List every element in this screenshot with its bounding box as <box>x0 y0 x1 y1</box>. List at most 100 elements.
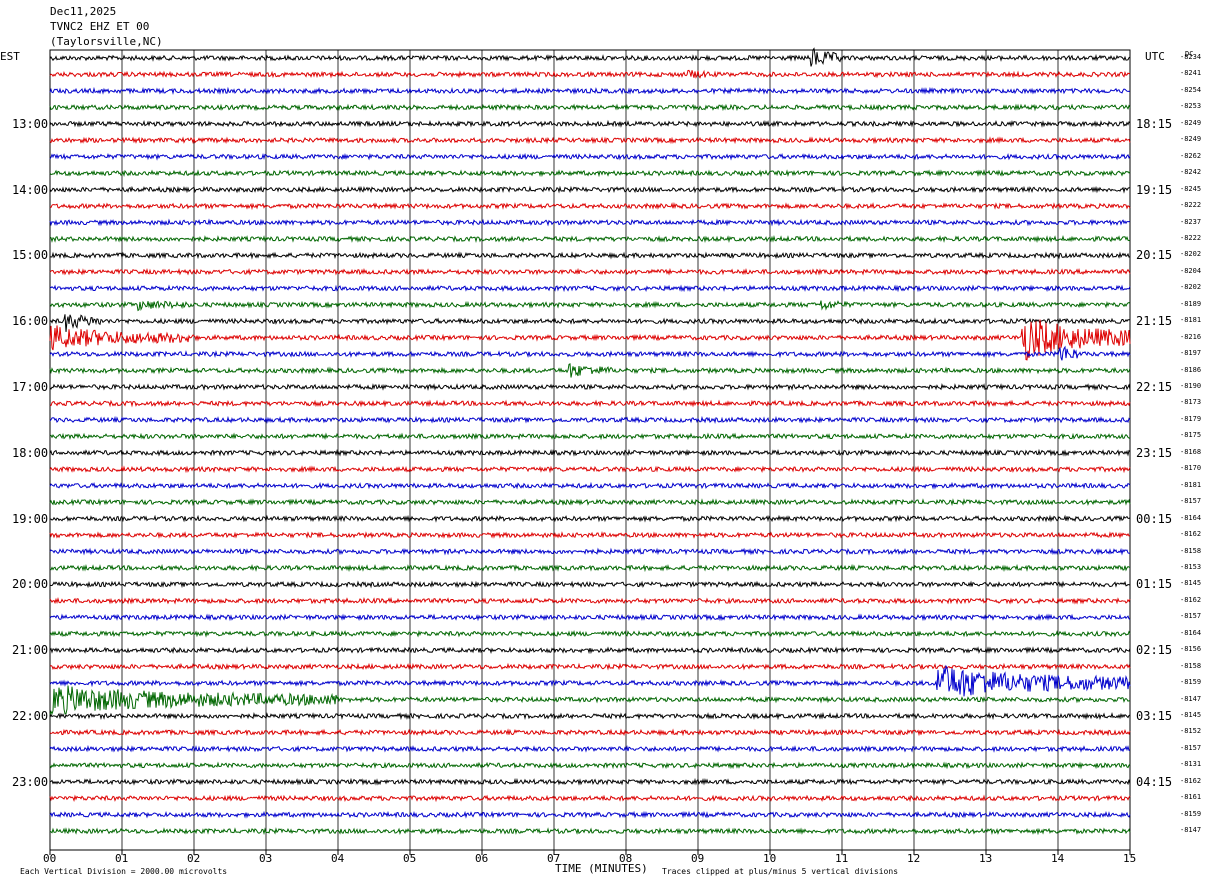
seismic-trace <box>50 251 1131 260</box>
dc-offset-label: -8202 <box>1180 250 1202 259</box>
seismic-trace <box>49 580 1131 589</box>
seismic-trace <box>49 827 1131 836</box>
dc-offset-label: -8253 <box>1180 102 1202 111</box>
right-hour-label: 20:15 <box>1136 248 1173 263</box>
seismic-trace <box>49 363 1131 378</box>
seismic-trace <box>49 777 1131 786</box>
dc-offset-label: -8249 <box>1180 135 1202 144</box>
dc-offset-label: -8241 <box>1180 69 1202 78</box>
seismic-trace <box>49 810 1131 819</box>
dc-offset-label: -8242 <box>1180 168 1202 177</box>
left-hour-label: 15:00 <box>12 248 49 263</box>
dc-offset-label: -8158 <box>1180 546 1202 555</box>
right-hour-label: 22:15 <box>1136 380 1173 394</box>
dc-offset-label: -8204 <box>1180 266 1202 275</box>
seismic-trace <box>49 267 1131 276</box>
x-tick-label: 00 <box>43 852 57 865</box>
seismic-trace <box>49 136 1131 145</box>
clip-note: Traces clipped at plus/minus 5 vertical … <box>662 867 899 876</box>
x-tick-label: 11 <box>835 852 849 865</box>
left-hour-label: 17:00 <box>12 380 49 394</box>
seismic-trace <box>49 119 1131 128</box>
seismic-trace <box>49 596 1131 605</box>
dc-offset-label: -8162 <box>1180 595 1202 604</box>
seismic-trace <box>49 563 1131 573</box>
seismic-trace <box>49 646 1131 655</box>
dc-offset-label: -8162 <box>1180 530 1202 539</box>
x-tick-label: 05 <box>403 852 417 865</box>
seismic-trace <box>49 235 1131 244</box>
seismic-trace <box>49 685 1131 716</box>
right-hour-label: 04:15 <box>1136 774 1173 789</box>
left-hour-label: 23:00 <box>12 774 49 789</box>
dc-offset-label: -8170 <box>1180 464 1202 473</box>
seismic-trace <box>49 761 1131 770</box>
dc-label: DC <box>1185 50 1194 58</box>
left-hour-label: 20:00 <box>12 577 49 592</box>
right-hour-label: 23:15 <box>1136 445 1173 460</box>
seismic-trace <box>49 498 1131 507</box>
seismic-trace <box>49 465 1131 474</box>
dc-offset-label: -8156 <box>1180 645 1202 654</box>
dc-offset-label: -8147 <box>1180 694 1202 703</box>
dc-offset-label: -8159 <box>1180 809 1202 818</box>
seismic-trace <box>49 345 1131 361</box>
dc-offset-label: -8249 <box>1180 118 1202 127</box>
dc-offset-label: -8237 <box>1180 217 1202 226</box>
dc-offset-label: -8234 <box>1180 53 1202 61</box>
station-label: TVNC2 EHZ ET 00 <box>50 20 150 33</box>
dc-offset-label: -8159 <box>1180 678 1202 687</box>
x-tick-label: 10 <box>763 852 777 865</box>
left-hour-label: 16:00 <box>12 314 49 329</box>
left-hour-label: 13:00 <box>12 116 49 131</box>
x-tick-label: 13 <box>979 852 993 865</box>
dc-offset-label: -8162 <box>1180 776 1202 785</box>
seismic-trace <box>49 169 1131 178</box>
dc-offset-label: -8179 <box>1180 414 1202 423</box>
x-tick-label: 01 <box>115 852 129 865</box>
dc-offset-label: -8216 <box>1180 332 1202 341</box>
seismic-trace <box>49 284 1131 293</box>
seismic-trace <box>49 185 1130 194</box>
dc-offset-label: -8157 <box>1180 497 1202 506</box>
dc-offset-label: -8157 <box>1180 612 1202 621</box>
dc-offset-label: -8173 <box>1180 398 1202 407</box>
dc-offset-label: -8147 <box>1180 826 1202 835</box>
date-label: Dec11,2025 <box>50 5 117 18</box>
seismic-trace <box>49 547 1130 556</box>
seismic-trace <box>49 728 1131 737</box>
seismic-trace <box>49 664 1131 697</box>
dc-offset-label: -8254 <box>1180 85 1202 94</box>
seismic-trace <box>49 383 1131 392</box>
x-tick-label: 08 <box>619 852 633 865</box>
dc-offset-label: -8222 <box>1180 201 1202 210</box>
seismic-trace <box>49 314 1131 332</box>
dc-offset-label: -8164 <box>1180 628 1202 637</box>
dc-offset-label: -8145 <box>1180 711 1202 719</box>
right-hour-label: 02:15 <box>1136 643 1173 658</box>
x-tick-label: 02 <box>187 852 201 865</box>
seismic-trace <box>49 712 1131 721</box>
seismic-trace <box>49 613 1131 622</box>
right-timezone-label: UTC <box>1145 50 1165 63</box>
dc-offset-label: -8131 <box>1180 760 1202 769</box>
x-tick-label: 03 <box>259 852 273 865</box>
dc-offset-label: -8181 <box>1180 480 1202 489</box>
left-hour-label: 18:00 <box>12 445 49 460</box>
seismic-trace <box>49 448 1131 457</box>
dc-offset-label: -8245 <box>1180 184 1202 193</box>
dc-offset-label: -8145 <box>1180 579 1202 588</box>
seismic-trace <box>49 514 1131 523</box>
dc-offset-label: -8175 <box>1180 431 1202 440</box>
seismic-trace <box>49 794 1131 803</box>
x-tick-label: 06 <box>475 852 489 865</box>
seismic-trace <box>49 481 1131 490</box>
dc-offset-label: -8262 <box>1180 151 1202 160</box>
seismic-trace <box>49 300 1131 312</box>
dc-offset-label: -8158 <box>1180 661 1202 670</box>
left-hour-label: 19:00 <box>12 511 49 526</box>
left-hour-label: 22:00 <box>12 709 49 723</box>
x-tick-label: 14 <box>1051 852 1065 865</box>
seismic-trace <box>49 399 1131 408</box>
